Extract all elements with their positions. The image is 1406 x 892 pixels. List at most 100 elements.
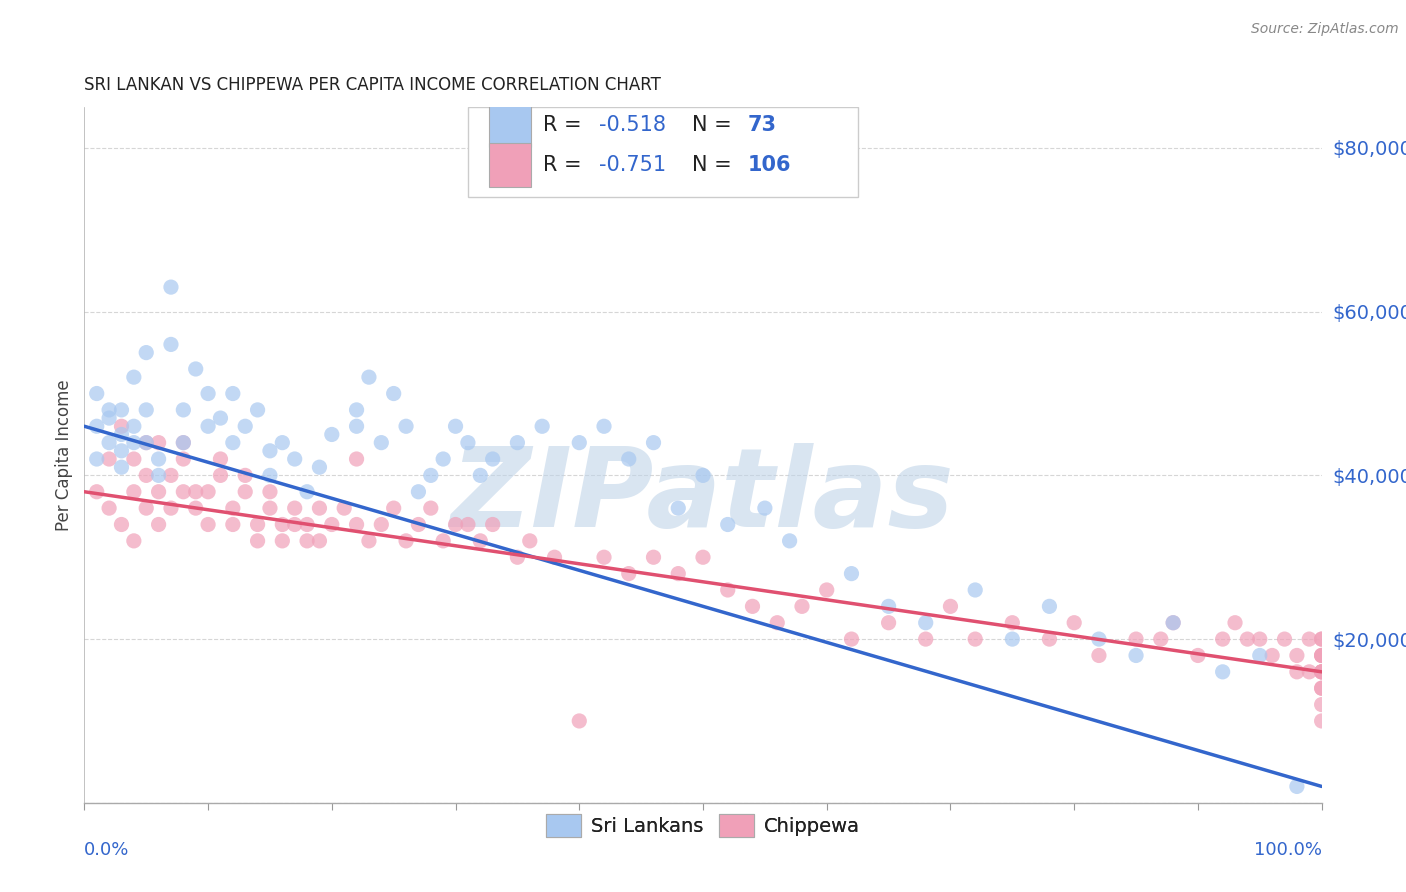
Point: [666, 501, 689, 516]
Point: [1125, 648, 1147, 663]
Point: [246, 533, 269, 548]
Text: Source: ZipAtlas.com: Source: ZipAtlas.com: [1251, 22, 1399, 37]
Point: [766, 615, 789, 630]
Point: [110, 419, 132, 434]
Point: [457, 435, 479, 450]
Point: [543, 550, 565, 565]
Point: [754, 501, 776, 516]
Point: [1261, 648, 1284, 663]
Point: [184, 362, 207, 376]
Point: [1125, 632, 1147, 646]
Point: [98, 403, 121, 417]
Point: [98, 452, 121, 467]
Point: [1038, 632, 1060, 646]
Text: 0.0%: 0.0%: [84, 841, 129, 859]
Point: [346, 403, 368, 417]
Point: [1150, 632, 1173, 646]
Point: [1161, 615, 1184, 630]
Point: [233, 468, 256, 483]
Point: [370, 435, 392, 450]
Text: SRI LANKAN VS CHIPPEWA PER CAPITA INCOME CORRELATION CHART: SRI LANKAN VS CHIPPEWA PER CAPITA INCOME…: [84, 77, 661, 95]
Point: [295, 484, 318, 499]
Point: [308, 501, 330, 516]
Point: [1310, 714, 1333, 728]
Point: [135, 435, 157, 450]
Point: [357, 370, 380, 384]
Point: [1310, 632, 1333, 646]
Point: [1274, 632, 1296, 646]
Point: [408, 484, 430, 499]
Legend: Sri Lankans, Chippewa: Sri Lankans, Chippewa: [538, 806, 868, 846]
Point: [568, 714, 591, 728]
Text: -0.518: -0.518: [599, 115, 666, 135]
Text: ZIPatlas: ZIPatlas: [451, 443, 955, 550]
Point: [184, 484, 207, 499]
Point: [617, 452, 640, 467]
Point: [184, 501, 207, 516]
Point: [1187, 648, 1209, 663]
Point: [122, 370, 145, 384]
Point: [481, 517, 503, 532]
Point: [197, 419, 219, 434]
Point: [321, 517, 343, 532]
Point: [271, 435, 294, 450]
Point: [172, 435, 194, 450]
Point: [593, 419, 616, 434]
Point: [160, 501, 183, 516]
Point: [1310, 632, 1333, 646]
Point: [779, 533, 801, 548]
Point: [470, 468, 492, 483]
Point: [1212, 665, 1234, 679]
Point: [1310, 665, 1333, 679]
Point: [172, 435, 194, 450]
Point: [110, 427, 132, 442]
Point: [914, 632, 936, 646]
Point: [172, 403, 194, 417]
Point: [470, 533, 492, 548]
Point: [1001, 615, 1024, 630]
Point: [346, 452, 368, 467]
Point: [965, 582, 987, 597]
Point: [717, 517, 740, 532]
Point: [135, 403, 157, 417]
Point: [197, 517, 219, 532]
Point: [135, 468, 157, 483]
Point: [172, 484, 194, 499]
FancyBboxPatch shape: [489, 143, 531, 187]
Point: [222, 517, 245, 532]
Point: [98, 501, 121, 516]
Point: [122, 419, 145, 434]
Point: [1088, 648, 1111, 663]
Point: [321, 427, 343, 442]
Point: [1249, 648, 1271, 663]
Point: [1310, 681, 1333, 696]
Point: [148, 468, 170, 483]
Point: [444, 517, 467, 532]
Text: R =: R =: [543, 115, 589, 135]
Point: [222, 435, 245, 450]
Point: [259, 501, 281, 516]
Point: [1236, 632, 1258, 646]
Point: [382, 386, 405, 401]
Point: [284, 501, 307, 516]
Point: [86, 452, 108, 467]
Point: [841, 632, 863, 646]
Point: [122, 452, 145, 467]
Text: N =: N =: [692, 155, 738, 175]
Text: -0.751: -0.751: [599, 155, 666, 175]
Point: [308, 533, 330, 548]
Point: [259, 468, 281, 483]
Point: [1298, 665, 1320, 679]
Point: [593, 550, 616, 565]
Point: [209, 468, 232, 483]
Text: 106: 106: [748, 155, 792, 175]
Point: [1285, 780, 1308, 794]
Point: [939, 599, 962, 614]
Point: [259, 484, 281, 499]
Text: 73: 73: [748, 115, 776, 135]
Point: [692, 468, 714, 483]
Point: [1310, 665, 1333, 679]
Point: [1249, 632, 1271, 646]
Point: [271, 517, 294, 532]
Point: [209, 411, 232, 425]
